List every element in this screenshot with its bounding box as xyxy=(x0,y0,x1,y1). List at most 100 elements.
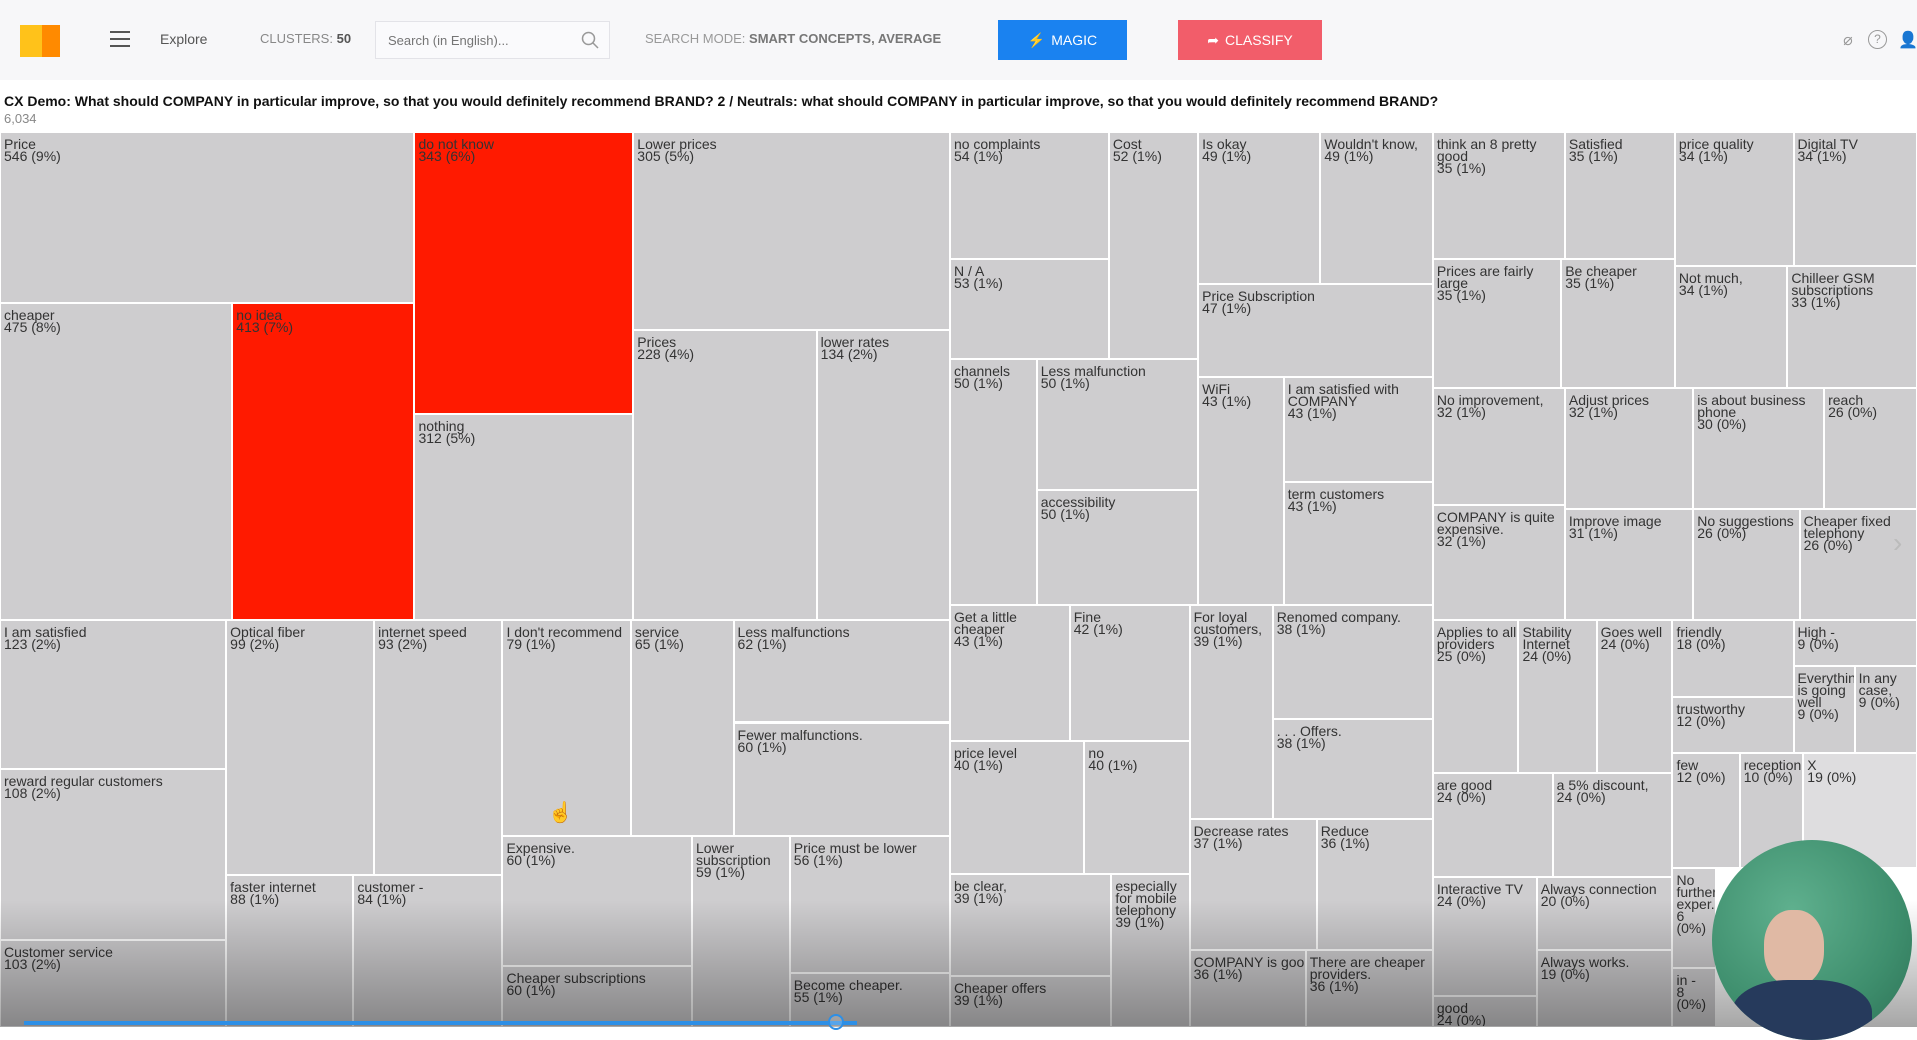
chevron-right-icon[interactable]: › xyxy=(1893,527,1903,558)
cluster-tile[interactable]: term customers 43 (1%) xyxy=(1283,481,1433,606)
cluster-tile[interactable]: For loyal customers, 39 (1%) xyxy=(1189,605,1273,820)
search-box[interactable] xyxy=(375,21,610,59)
cluster-tile[interactable]: Digital TV 34 (1%) xyxy=(1793,132,1917,267)
cluster-tile[interactable]: do not know 343 (6%) xyxy=(414,132,634,415)
cluster-tile[interactable]: friendly 18 (0%) xyxy=(1672,619,1794,697)
cluster-tile[interactable]: Lower prices 305 (5%) xyxy=(633,132,950,331)
cluster-tile[interactable]: Always connection 20 (0%) xyxy=(1536,876,1673,950)
magic-button[interactable]: ⚡ MAGIC xyxy=(998,20,1127,60)
cluster-tile[interactable]: faster internet 88 (1%) xyxy=(226,875,354,1027)
cluster-tile[interactable]: Prices are fairly large 35 (1%) xyxy=(1432,259,1562,388)
cluster-tile[interactable]: no 40 (1%) xyxy=(1084,740,1190,875)
cluster-tile[interactable]: Satisfied 35 (1%) xyxy=(1564,132,1675,260)
cluster-tile[interactable]: Applies to all providers 25 (0%) xyxy=(1432,619,1519,773)
cluster-tile[interactable]: Fewer malfunctions. 60 (1%) xyxy=(733,722,950,837)
help-icon[interactable]: ? xyxy=(1868,30,1887,49)
cluster-tile[interactable]: in -8 (0%) xyxy=(1672,968,1717,1027)
cluster-tile[interactable]: Wouldn't know, 49 (1%) xyxy=(1320,132,1433,284)
cluster-tile[interactable]: Prices 228 (4%) xyxy=(633,330,817,620)
search-icon[interactable] xyxy=(581,31,599,49)
cluster-tile[interactable]: No improvement, 32 (1%) xyxy=(1432,387,1565,505)
cluster-tile[interactable]: Price must be lower 56 (1%) xyxy=(789,836,950,974)
app-logo[interactable] xyxy=(20,25,60,57)
cluster-tile[interactable]: Fine 42 (1%) xyxy=(1069,605,1190,741)
cluster-tile[interactable]: Adjust prices 32 (1%) xyxy=(1564,387,1694,509)
cluster-tile[interactable]: nothing 312 (5%) xyxy=(414,414,634,620)
cluster-tile[interactable]: Become cheaper. 55 (1%) xyxy=(789,973,950,1027)
cluster-tile[interactable]: Price Subscription 47 (1%) xyxy=(1198,283,1433,377)
cluster-tile[interactable]: Interactive TV 24 (0%) xyxy=(1432,876,1537,997)
search-input[interactable] xyxy=(386,32,570,49)
cluster-tile[interactable]: reach 26 (0%) xyxy=(1824,387,1917,509)
cluster-tile[interactable]: In any case, 9 (0%) xyxy=(1854,666,1917,754)
cluster-tile[interactable]: Be cheaper 35 (1%) xyxy=(1561,259,1675,388)
cluster-tile[interactable]: channels 50 (1%) xyxy=(949,359,1037,606)
cluster-tile[interactable]: Stability Internet 24 (0%) xyxy=(1518,619,1597,773)
cluster-tile[interactable]: Expensive. 60 (1%) xyxy=(502,836,692,966)
cluster-tile[interactable]: Decrease rates 37 (1%) xyxy=(1189,819,1317,950)
cluster-tile[interactable]: Goes well 24 (0%) xyxy=(1596,619,1673,773)
cluster-tile[interactable]: lower rates 134 (2%) xyxy=(816,330,950,620)
video-progress-handle[interactable] xyxy=(828,1014,844,1030)
cluster-tile[interactable]: Cheaper fixed telephony 26 (0%) xyxy=(1799,508,1917,620)
cluster-tile[interactable]: I am satisfied with COMPANY 43 (1%) xyxy=(1283,376,1433,482)
cluster-label: no xyxy=(1088,744,1104,761)
cluster-tile[interactable]: Cost 52 (1%) xyxy=(1108,132,1199,360)
cluster-tile[interactable]: Improve image 31 (1%) xyxy=(1564,508,1694,620)
cluster-tile[interactable]: price level 40 (1%) xyxy=(949,740,1085,875)
cluster-tile[interactable]: I don't recommend 79 (1%) xyxy=(502,619,631,837)
cluster-tile[interactable]: Less malfunctions 62 (1%) xyxy=(733,619,950,723)
user-icon[interactable]: 👤 xyxy=(1898,32,1917,49)
classify-button[interactable]: ➦ CLASSIFY xyxy=(1178,20,1322,60)
cluster-tile[interactable]: Optical fiber 99 (2%) xyxy=(226,619,375,876)
cluster-tile[interactable]: Price 546 (9%) xyxy=(0,132,415,304)
cluster-tile[interactable]: Less malfunction 50 (1%) xyxy=(1036,359,1199,491)
cluster-tile[interactable]: few 12 (0%) xyxy=(1672,753,1740,868)
cluster-tile[interactable]: Is okay 49 (1%) xyxy=(1198,132,1321,284)
cluster-tile[interactable]: be clear, 39 (1%) xyxy=(949,874,1112,976)
cluster-tile[interactable]: no idea 413 (7%) xyxy=(232,303,415,620)
cluster-tile[interactable]: especially for mobile telephony 39 (1%) xyxy=(1111,874,1190,1027)
cluster-tile[interactable]: No suggestions 26 (0%) xyxy=(1693,508,1800,620)
cluster-tile[interactable]: reward regular customers 108 (2%) xyxy=(0,768,227,941)
cluster-tile[interactable]: Cheaper subscriptions 60 (1%) xyxy=(502,965,692,1027)
cluster-tile[interactable]: WiFi 43 (1%) xyxy=(1198,376,1284,606)
clusters-indicator[interactable]: CLUSTERS: 50 xyxy=(260,31,351,46)
search-mode[interactable]: SEARCH MODE: SMART CONCEPTS, AVERAGE xyxy=(645,31,941,46)
cluster-tile[interactable]: are good 24 (0%) xyxy=(1432,772,1553,877)
cluster-tile[interactable]: Renomed company. 38 (1%) xyxy=(1272,605,1433,719)
cluster-tile[interactable]: COMPANY is quite expensive. 32 (1%) xyxy=(1432,504,1565,620)
cluster-tile[interactable]: No further exper...6 (0%) xyxy=(1672,867,1717,969)
tag-icon[interactable]: ⌀ xyxy=(1843,32,1853,49)
cluster-tile[interactable]: There are cheaper providers. 36 (1%) xyxy=(1305,949,1433,1027)
cluster-tile[interactable]: no complaints 54 (1%) xyxy=(949,132,1109,260)
cluster-tile[interactable]: accessibility 50 (1%) xyxy=(1036,490,1199,606)
cluster-tile[interactable]: cheaper 475 (8%) xyxy=(0,303,233,620)
cluster-tile[interactable]: internet speed 93 (2%) xyxy=(374,619,503,876)
menu-icon[interactable] xyxy=(110,31,130,47)
cluster-tile[interactable]: Get a little cheaper 43 (1%) xyxy=(949,605,1070,741)
cluster-tile[interactable]: Not much, 34 (1%) xyxy=(1674,266,1788,388)
cluster-tile[interactable]: trustworthy 12 (0%) xyxy=(1672,696,1794,754)
cluster-tile[interactable]: customer -84 (1%) xyxy=(353,875,503,1027)
cluster-tile[interactable]: High -9 (0%) xyxy=(1793,619,1917,667)
cluster-tile[interactable]: a 5% discount, 24 (0%) xyxy=(1552,772,1673,877)
nav-explore[interactable]: Explore xyxy=(160,31,208,47)
cluster-tile[interactable]: N / A 53 (1%) xyxy=(949,259,1109,360)
video-progress-bar[interactable] xyxy=(24,1021,857,1025)
cluster-tile[interactable]: Lower subscription 59 (1%) xyxy=(691,836,790,1027)
cluster-tile[interactable]: Always works. 19 (0%) xyxy=(1536,949,1673,1027)
cluster-tile[interactable]: service 65 (1%) xyxy=(630,619,734,837)
cluster-tile[interactable]: good 24 (0%) xyxy=(1432,996,1537,1027)
cluster-tile[interactable]: COMPANY is goo 36 (1%) xyxy=(1189,949,1306,1027)
cluster-tile[interactable]: Customer service 103 (2%) xyxy=(0,940,227,1027)
cluster-tile[interactable]: Cheaper offers 39 (1%) xyxy=(949,975,1112,1027)
cluster-tile[interactable]: Chilleer GSM subscriptions 33 (1%) xyxy=(1787,266,1917,388)
cluster-tile[interactable]: Reduce 36 (1%) xyxy=(1316,819,1433,950)
cluster-tile[interactable]: is about business phone 30 (0%) xyxy=(1693,387,1825,509)
cluster-tile[interactable]: think an 8 pretty good 35 (1%) xyxy=(1432,132,1565,260)
cluster-tile[interactable]: I am satisfied 123 (2%) xyxy=(0,619,227,769)
cluster-tile[interactable]: . . . Offers. 38 (1%) xyxy=(1272,718,1433,820)
cluster-tile[interactable]: price quality 34 (1%) xyxy=(1674,132,1794,267)
